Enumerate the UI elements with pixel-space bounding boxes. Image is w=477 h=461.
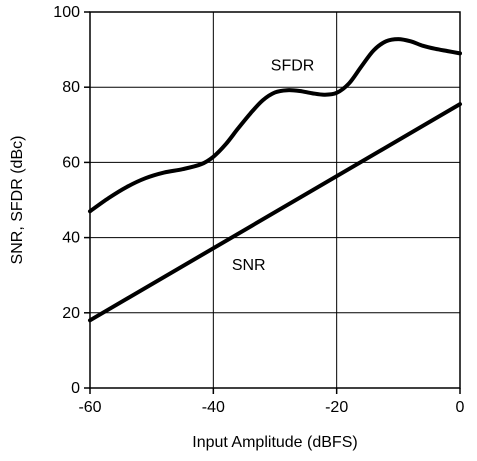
series-line-sfdr <box>88 37 462 214</box>
series-label-sfdr: SFDR <box>271 58 315 75</box>
x-tick-label: -40 <box>202 399 225 416</box>
y-tick-label: 80 <box>62 79 80 96</box>
x-tick-label: -60 <box>78 399 101 416</box>
y-tick-label: 40 <box>62 230 80 247</box>
x-axis-title: Input Amplitude (dBFS) <box>192 434 357 451</box>
y-tick-labels: 0 20 40 60 80 100 <box>53 4 80 397</box>
x-tick-labels: -60 -40 -20 0 <box>78 399 464 416</box>
x-tick-label: 0 <box>456 399 465 416</box>
axis-ticks <box>84 11 461 394</box>
x-tick-label: -20 <box>325 399 348 416</box>
y-tick-label: 20 <box>62 305 80 322</box>
series-lines <box>88 37 462 323</box>
y-tick-label: 0 <box>71 380 80 397</box>
plot-frame <box>89 11 461 389</box>
y-axis-title: SNR, SFDR (dBc) <box>9 136 26 265</box>
series-label-snr: SNR <box>232 257 266 274</box>
y-tick-label: 100 <box>53 4 80 21</box>
series-line-snr <box>88 102 462 323</box>
y-tick-label: 60 <box>62 154 80 171</box>
